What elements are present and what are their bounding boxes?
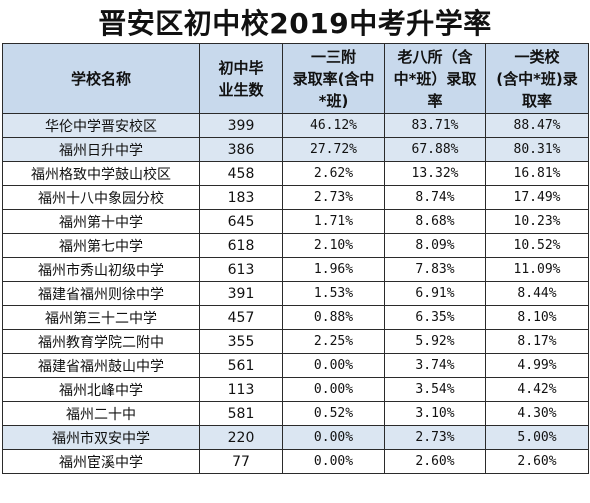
table-row: 福州十八中象园分校 183 2.73% 8.74% 17.49% — [2, 185, 589, 210]
cell-yisanfu-rate: 1.53% — [282, 281, 385, 306]
cell-school-name: 华伦中学晋安校区 — [2, 113, 200, 138]
table-row: 福建省福州鼓山中学 561 0.00% 3.74% 4.99% — [2, 353, 589, 378]
table-row: 华伦中学晋安校区 399 46.12% 83.71% 88.47% — [2, 113, 589, 138]
cell-school-name: 福州市双安中学 — [2, 425, 200, 450]
cell-yileixiao-rate: 8.17% — [485, 329, 589, 354]
cell-yileixiao-rate: 16.81% — [485, 161, 589, 186]
cell-yileixiao-rate: 88.47% — [485, 113, 589, 138]
header-row: 学校名称 初中毕 业生数 一三附 录取率(含中 *班) 老八所（含 中*班）录取… — [2, 43, 589, 114]
cell-yileixiao-rate: 10.23% — [485, 209, 589, 234]
cell-school-name: 福州教育学院二附中 — [2, 329, 200, 354]
cell-graduate-count: 457 — [199, 305, 283, 330]
table-row: 福州宦溪中学 77 0.00% 2.60% 2.60% — [2, 449, 589, 474]
table-row: 福建省福州则徐中学 391 1.53% 6.91% 8.44% — [2, 281, 589, 306]
cell-yileixiao-rate: 4.30% — [485, 401, 589, 426]
cell-graduate-count: 581 — [199, 401, 283, 426]
table-body: 华伦中学晋安校区 399 46.12% 83.71% 88.47% 福州日升中学 386 27… — [2, 113, 589, 474]
header-yileixiao-rate: 一类校 (含中*班)录 取率 — [485, 43, 589, 114]
cell-laobasuo-rate: 6.91% — [384, 281, 486, 306]
cell-school-name: 福建省福州鼓山中学 — [2, 353, 200, 378]
cell-yileixiao-rate: 11.09% — [485, 257, 589, 282]
cell-graduate-count: 77 — [199, 449, 283, 474]
cell-school-name: 福建省福州则徐中学 — [2, 281, 200, 306]
cell-school-name: 福州第七中学 — [2, 233, 200, 258]
cell-laobasuo-rate: 8.74% — [384, 185, 486, 210]
cell-graduate-count: 645 — [199, 209, 283, 234]
cell-graduate-count: 386 — [199, 137, 283, 162]
table-row: 福州市秀山初级中学 613 1.96% 7.83% 11.09% — [2, 257, 589, 282]
cell-yileixiao-rate: 17.49% — [485, 185, 589, 210]
cell-graduate-count: 113 — [199, 377, 283, 402]
cell-laobasuo-rate: 83.71% — [384, 113, 486, 138]
cell-yileixiao-rate: 10.52% — [485, 233, 589, 258]
cell-graduate-count: 355 — [199, 329, 283, 354]
cell-yileixiao-rate: 8.10% — [485, 305, 589, 330]
cell-laobasuo-rate: 8.68% — [384, 209, 486, 234]
cell-graduate-count: 613 — [199, 257, 283, 282]
cell-yisanfu-rate: 0.00% — [282, 353, 385, 378]
cell-yileixiao-rate: 5.00% — [485, 425, 589, 450]
cell-school-name: 福州北峰中学 — [2, 377, 200, 402]
cell-yileixiao-rate: 8.44% — [485, 281, 589, 306]
cell-school-name: 福州十八中象园分校 — [2, 185, 200, 210]
table-row: 福州第三十二中学 457 0.88% 6.35% 8.10% — [2, 305, 589, 330]
cell-graduate-count: 399 — [199, 113, 283, 138]
admission-rate-table: 学校名称 初中毕 业生数 一三附 录取率(含中 *班) 老八所（含 中*班）录取… — [2, 43, 589, 474]
cell-yisanfu-rate: 2.62% — [282, 161, 385, 186]
cell-laobasuo-rate: 5.92% — [384, 329, 486, 354]
cell-yisanfu-rate: 0.88% — [282, 305, 385, 330]
header-graduate-count: 初中毕 业生数 — [199, 43, 283, 114]
header-yisanfu-rate: 一三附 录取率(含中 *班) — [282, 43, 385, 114]
cell-school-name: 福州宦溪中学 — [2, 449, 200, 474]
header-school-name: 学校名称 — [2, 43, 200, 114]
cell-graduate-count: 458 — [199, 161, 283, 186]
cell-yisanfu-rate: 0.00% — [282, 425, 385, 450]
table-row: 福州北峰中学 113 0.00% 3.54% 4.42% — [2, 377, 589, 402]
cell-yileixiao-rate: 2.60% — [485, 449, 589, 474]
cell-graduate-count: 561 — [199, 353, 283, 378]
table-row: 福州第十中学 645 1.71% 8.68% 10.23% — [2, 209, 589, 234]
table-row: 福州第七中学 618 2.10% 8.09% 10.52% — [2, 233, 589, 258]
cell-graduate-count: 618 — [199, 233, 283, 258]
cell-laobasuo-rate: 13.32% — [384, 161, 486, 186]
cell-yisanfu-rate: 0.00% — [282, 449, 385, 474]
table-title: 晋安区初中校2019中考升学率 — [98, 6, 492, 40]
table-row: 福州二十中 581 0.52% 3.10% 4.30% — [2, 401, 589, 426]
cell-school-name: 福州第三十二中学 — [2, 305, 200, 330]
cell-laobasuo-rate: 8.09% — [384, 233, 486, 258]
cell-school-name: 福州二十中 — [2, 401, 200, 426]
cell-school-name: 福州格致中学鼓山校区 — [2, 161, 200, 186]
cell-yisanfu-rate: 2.73% — [282, 185, 385, 210]
table-row: 福州市双安中学 220 0.00% 2.73% 5.00% — [2, 425, 589, 450]
cell-yisanfu-rate: 0.52% — [282, 401, 385, 426]
cell-yisanfu-rate: 2.25% — [282, 329, 385, 354]
cell-yisanfu-rate: 1.96% — [282, 257, 385, 282]
cell-graduate-count: 220 — [199, 425, 283, 450]
cell-school-name: 福州第十中学 — [2, 209, 200, 234]
cell-yileixiao-rate: 4.99% — [485, 353, 589, 378]
cell-yisanfu-rate: 1.71% — [282, 209, 385, 234]
cell-laobasuo-rate: 7.83% — [384, 257, 486, 282]
cell-graduate-count: 183 — [199, 185, 283, 210]
table-row: 福州日升中学 386 27.72% 67.88% 80.31% — [2, 137, 589, 162]
cell-laobasuo-rate: 6.35% — [384, 305, 486, 330]
cell-yisanfu-rate: 0.00% — [282, 377, 385, 402]
cell-school-name: 福州市秀山初级中学 — [2, 257, 200, 282]
cell-yileixiao-rate: 4.42% — [485, 377, 589, 402]
table-row: 福州格致中学鼓山校区 458 2.62% 13.32% 16.81% — [2, 161, 589, 186]
cell-yisanfu-rate: 46.12% — [282, 113, 385, 138]
cell-laobasuo-rate: 3.54% — [384, 377, 486, 402]
cell-laobasuo-rate: 3.10% — [384, 401, 486, 426]
cell-laobasuo-rate: 2.73% — [384, 425, 486, 450]
cell-laobasuo-rate: 3.74% — [384, 353, 486, 378]
cell-school-name: 福州日升中学 — [2, 137, 200, 162]
cell-laobasuo-rate: 2.60% — [384, 449, 486, 474]
cell-laobasuo-rate: 67.88% — [384, 137, 486, 162]
cell-yileixiao-rate: 80.31% — [485, 137, 589, 162]
cell-yisanfu-rate: 27.72% — [282, 137, 385, 162]
header-laobasuo-rate: 老八所（含 中*班）录取 率 — [384, 43, 486, 114]
table-row: 福州教育学院二附中 355 2.25% 5.92% 8.17% — [2, 329, 589, 354]
cell-graduate-count: 391 — [199, 281, 283, 306]
cell-yisanfu-rate: 2.10% — [282, 233, 385, 258]
